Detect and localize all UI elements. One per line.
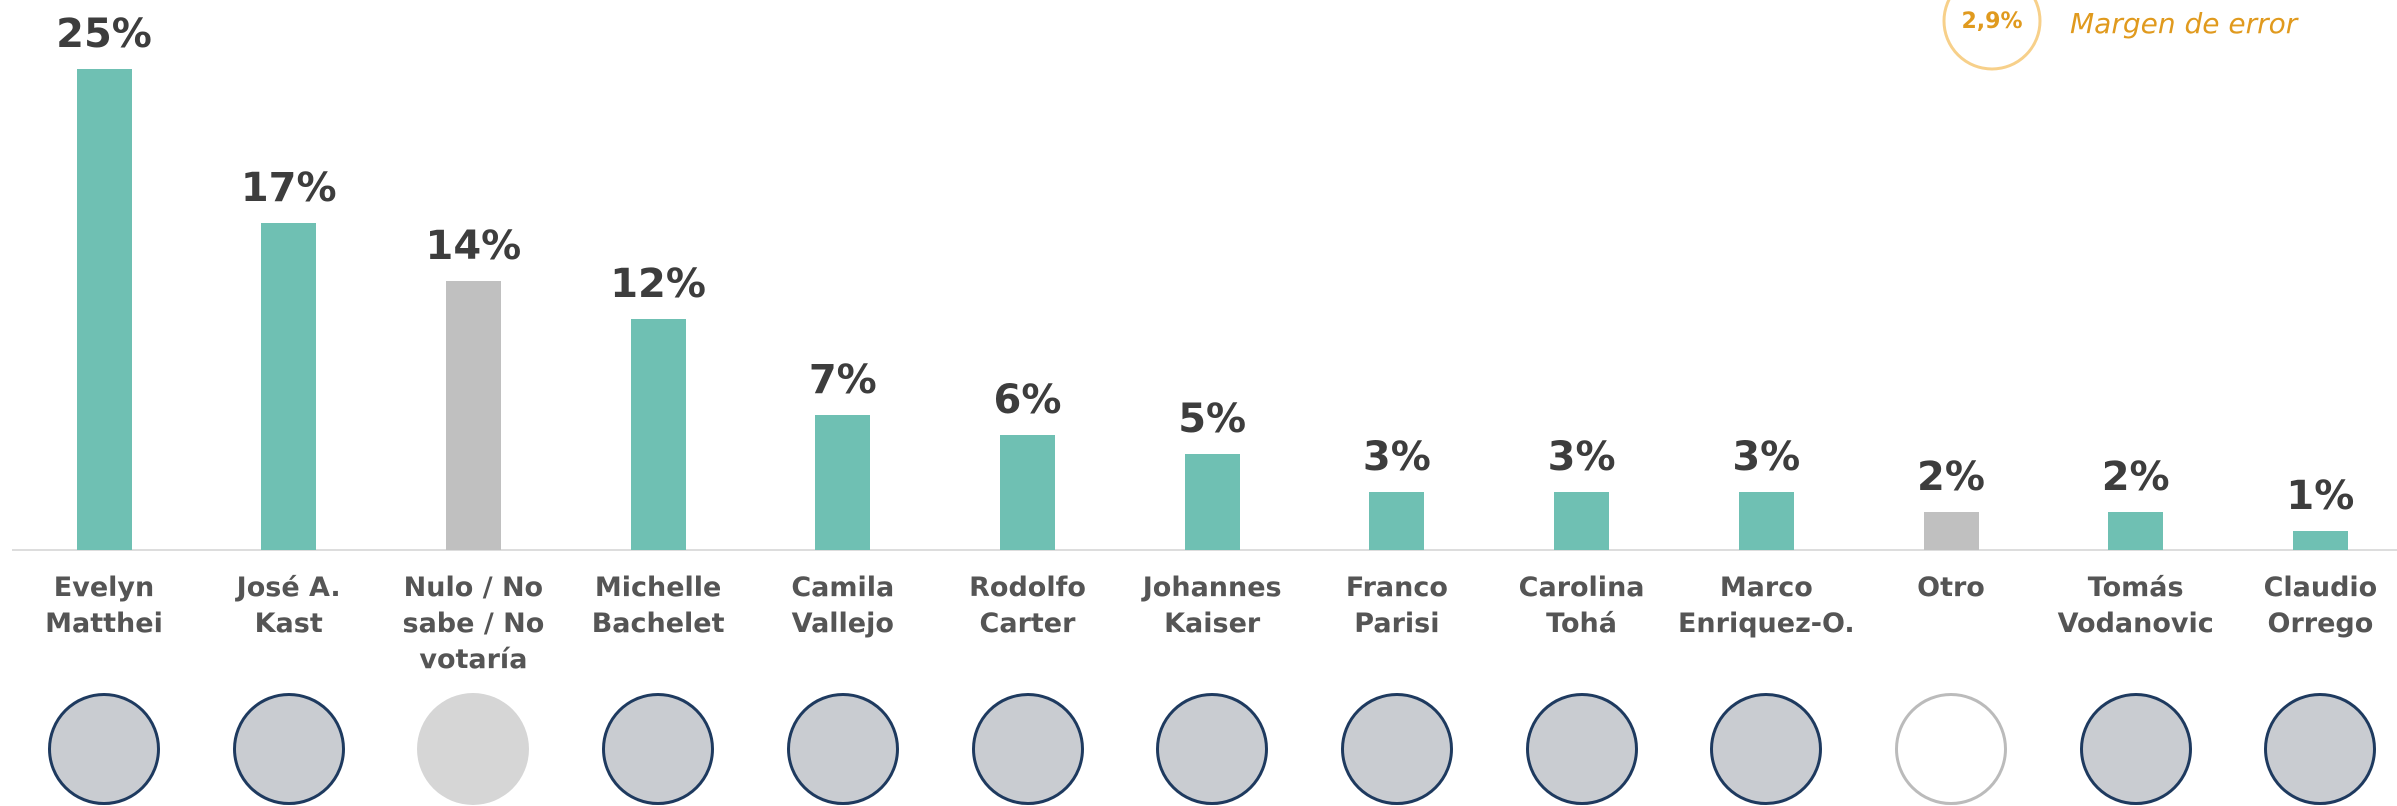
x-tick-label: Evelyn Matthei: [12, 570, 196, 642]
avatar: [602, 693, 714, 805]
value-label: 3%: [1297, 434, 1497, 480]
bar: [446, 281, 501, 550]
x-tick-label: Otro: [1859, 570, 2043, 606]
avatar: [1156, 693, 1268, 805]
avatar: [1710, 693, 1822, 805]
error-value: 2,9%: [1961, 9, 2022, 34]
page: {"chart_data": {"type": "bar", "categori…: [0, 0, 2397, 806]
avatar: [417, 693, 529, 805]
x-tick-label: Marco Enriquez-O.: [1674, 570, 1858, 642]
bar: [1185, 454, 1240, 550]
value-label: 17%: [189, 165, 389, 211]
bar: [77, 69, 132, 550]
x-tick-label: Carolina Tohá: [1490, 570, 1674, 642]
avatar: [1895, 693, 2007, 805]
bar: [1000, 435, 1055, 550]
avatar: [1341, 693, 1453, 805]
bar: [1739, 492, 1794, 550]
bar: [631, 319, 686, 550]
bar: [2293, 531, 2348, 550]
x-tick-label: Michelle Bachelet: [566, 570, 750, 642]
x-tick-label: Claudio Orrego: [2228, 570, 2397, 642]
avatar: [787, 693, 899, 805]
x-tick-label: Franco Parisi: [1305, 570, 1489, 642]
value-label: 3%: [1666, 434, 1866, 480]
value-label: 6%: [928, 377, 1128, 423]
value-label: 25%: [4, 11, 204, 57]
bar: [2108, 512, 2163, 550]
value-label: 5%: [1112, 396, 1312, 442]
bar: [1924, 512, 1979, 550]
bar: [261, 223, 316, 550]
avatar: [2264, 693, 2376, 805]
bar: [1554, 492, 1609, 550]
x-tick-label: Johannes Kaiser: [1120, 570, 1304, 642]
avatar: [1526, 693, 1638, 805]
error-label: Margen de error: [2070, 7, 2299, 40]
x-tick-label: Tomás Vodanovic: [2044, 570, 2228, 642]
x-tick-label: Rodolfo Carter: [936, 570, 1120, 642]
value-label: 3%: [1482, 434, 1682, 480]
value-label: 12%: [558, 261, 758, 307]
value-label: 2%: [1851, 454, 2051, 500]
bar: [815, 415, 870, 550]
x-tick-label: Camila Vallejo: [751, 570, 935, 642]
avatar: [233, 693, 345, 805]
bar: [1369, 492, 1424, 550]
avatar: [2080, 693, 2192, 805]
value-label: 1%: [2220, 473, 2397, 519]
avatar: [972, 693, 1084, 805]
avatar: [48, 693, 160, 805]
value-label: 14%: [373, 223, 573, 269]
x-tick-label: José A. Kast: [197, 570, 381, 642]
x-tick-label: Nulo / No sabe / No votaría: [381, 570, 565, 678]
value-label: 7%: [743, 357, 943, 403]
value-label: 2%: [2036, 454, 2236, 500]
